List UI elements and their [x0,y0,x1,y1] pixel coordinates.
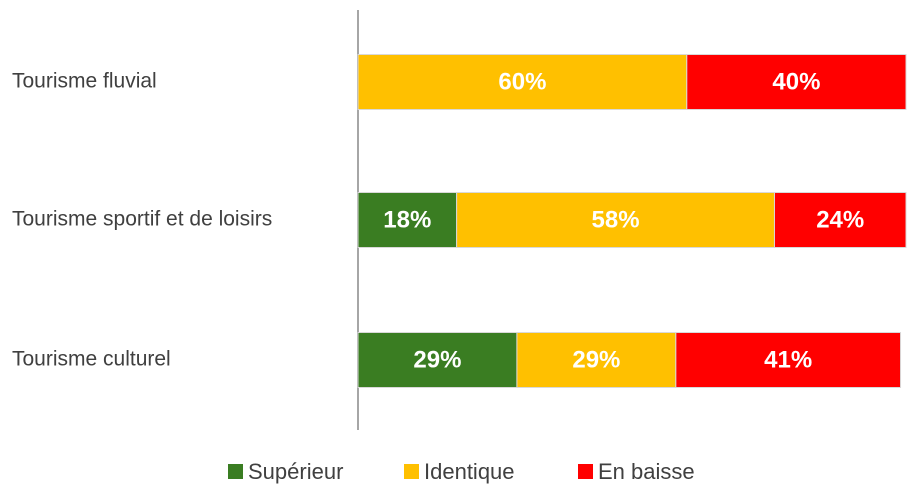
bar-segment [675,332,902,388]
bar-segment [357,54,688,110]
category-label: Tourisme sportif et de loisirs [12,208,272,231]
bar-segment [686,54,907,110]
data-label: 18% [383,206,431,233]
bar-segment [357,332,518,388]
data-label: 41% [764,346,812,373]
legend-swatch [404,464,419,479]
data-label: 29% [413,346,461,373]
data-label: 60% [498,68,546,95]
bar-segment [357,192,458,248]
data-label: 29% [572,346,620,373]
legend-swatch [578,464,593,479]
bar-segment [773,192,907,248]
category-label: Tourisme fluvial [12,70,157,93]
legend-label: Identique [424,459,515,484]
data-label: 58% [592,206,640,233]
legend-swatch [228,464,243,479]
legend-label: En baisse [598,459,695,484]
data-label: 24% [816,206,864,233]
data-label: 40% [772,68,820,95]
legend-label: Supérieur [248,459,343,484]
category-label: Tourisme culturel [12,348,171,371]
